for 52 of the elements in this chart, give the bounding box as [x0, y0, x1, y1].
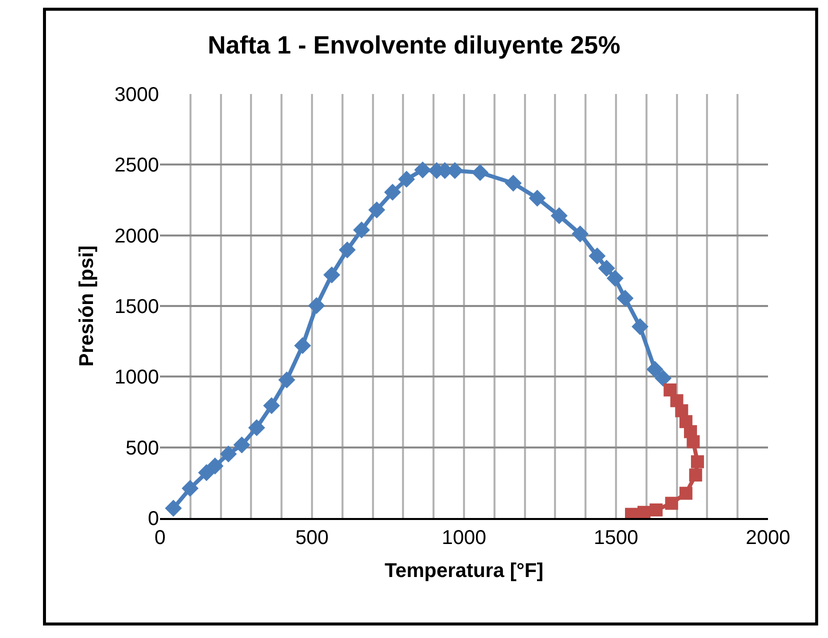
y-tick-label: 1500 — [114, 296, 159, 318]
point — [646, 360, 664, 378]
point — [606, 270, 624, 287]
point — [572, 225, 589, 242]
point — [294, 337, 312, 354]
point — [679, 486, 692, 500]
point — [632, 318, 648, 336]
y-tick-label: 2500 — [114, 154, 159, 177]
point — [384, 184, 402, 201]
x-tick-label: 2000 — [746, 527, 790, 549]
point — [665, 496, 678, 510]
point — [338, 241, 356, 258]
point — [233, 436, 250, 454]
y-tick-label: 500 — [126, 437, 159, 460]
point — [616, 290, 634, 307]
point — [323, 266, 340, 284]
y-tick-label: 2000 — [114, 225, 159, 248]
y-tick-label: 1000 — [114, 366, 159, 389]
point — [689, 468, 702, 482]
point — [654, 370, 672, 387]
point — [353, 222, 370, 238]
point — [164, 500, 182, 517]
point — [368, 201, 386, 218]
point — [598, 260, 616, 277]
point — [637, 506, 650, 518]
point — [308, 297, 326, 314]
x-axis-title: Temperatura [°F] — [384, 560, 544, 582]
point — [278, 371, 296, 388]
point — [664, 383, 677, 396]
point — [414, 161, 432, 178]
point — [650, 503, 663, 516]
point — [472, 164, 489, 182]
x-tick-label: 1500 — [594, 527, 638, 549]
point — [206, 458, 224, 474]
point — [263, 397, 280, 414]
y-tick-label: 3000 — [114, 84, 159, 106]
y-axis-title: Presión [psi] — [76, 245, 98, 367]
point — [686, 435, 700, 448]
point — [504, 174, 522, 192]
point — [588, 248, 606, 264]
chart-title: Nafta 1 - Envolvente diluyente 25% — [208, 31, 620, 60]
point — [248, 419, 266, 436]
x-tick-label: 1000 — [442, 527, 486, 549]
point — [182, 480, 199, 497]
point — [528, 190, 546, 207]
y-tick-label: 0 — [148, 508, 159, 530]
point — [198, 464, 215, 482]
point — [220, 446, 237, 462]
point — [690, 455, 704, 468]
point — [398, 170, 415, 188]
x-tick-label: 500 — [295, 527, 329, 549]
point — [550, 207, 568, 224]
